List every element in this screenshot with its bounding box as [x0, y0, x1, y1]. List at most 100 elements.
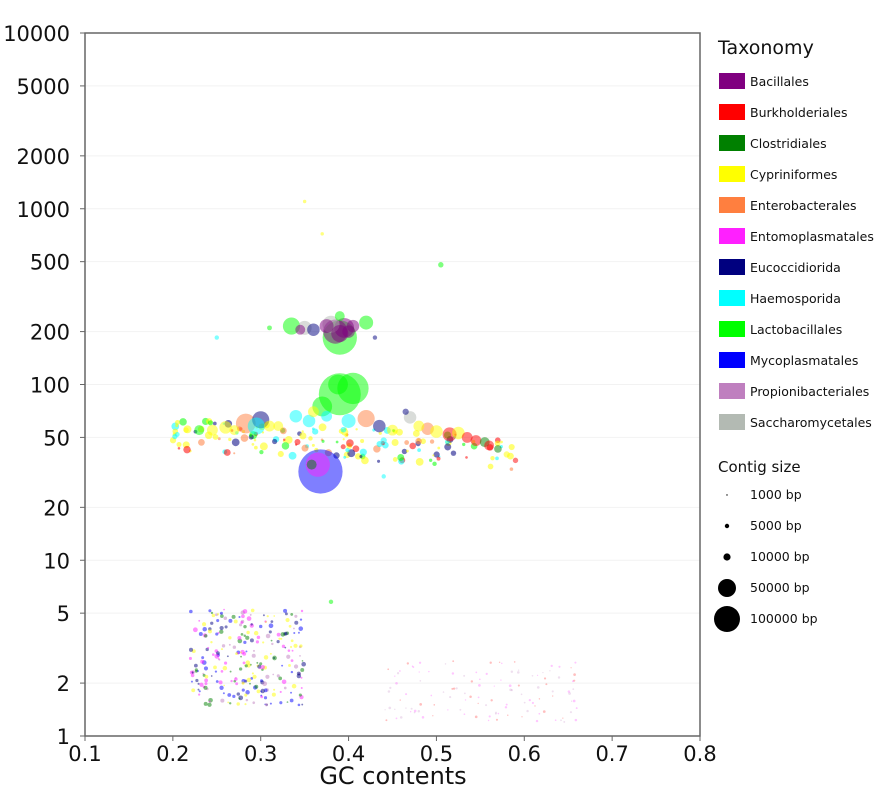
- speck: [494, 711, 497, 714]
- speck: [359, 448, 367, 456]
- speck: [222, 665, 228, 671]
- data-point: [194, 425, 205, 436]
- speck: [308, 436, 313, 441]
- speck: [279, 701, 283, 705]
- speck: [277, 450, 284, 458]
- speck: [570, 667, 572, 669]
- speck: [508, 443, 515, 451]
- speck: [223, 608, 225, 611]
- speck: [459, 708, 462, 711]
- speck: [253, 630, 259, 636]
- speck: [432, 715, 434, 717]
- speck: [256, 661, 259, 664]
- speck: [500, 679, 502, 681]
- speck: [254, 684, 259, 689]
- speck: [510, 689, 513, 692]
- speck: [293, 631, 296, 635]
- speck: [285, 617, 290, 623]
- speck: [249, 682, 251, 685]
- speck: [297, 631, 300, 634]
- speck: [271, 642, 274, 646]
- x-tick-label: 0.5: [420, 742, 453, 766]
- y-tick-label: 50: [43, 426, 70, 450]
- speck: [243, 634, 246, 637]
- speck: [432, 461, 437, 467]
- speck: [189, 609, 193, 614]
- speck: [245, 650, 248, 653]
- speck: [255, 640, 259, 644]
- speck: [179, 418, 187, 426]
- speck: [288, 624, 292, 628]
- speck: [291, 683, 297, 689]
- speck: [253, 445, 258, 450]
- speck: [235, 652, 238, 656]
- speck: [428, 670, 430, 673]
- speck: [404, 440, 410, 445]
- speck: [497, 712, 500, 715]
- speck: [300, 667, 305, 672]
- speck: [493, 685, 495, 687]
- data-point: [452, 426, 465, 440]
- speck: [293, 627, 295, 630]
- speck: [243, 640, 247, 644]
- speck: [249, 613, 252, 616]
- legend-swatch: [719, 228, 745, 244]
- speck: [464, 699, 467, 701]
- speck: [551, 695, 554, 697]
- data-point: [503, 451, 510, 458]
- speck: [281, 644, 286, 648]
- speck: [293, 664, 299, 669]
- legend-swatch: [719, 414, 745, 430]
- y-tick-label: 200: [30, 321, 70, 345]
- speck: [442, 691, 445, 693]
- speck: [352, 445, 360, 453]
- speck: [528, 699, 531, 702]
- speck: [215, 613, 218, 617]
- speck: [542, 710, 546, 713]
- speck: [264, 703, 268, 707]
- speck: [240, 434, 249, 442]
- speck: [477, 702, 479, 705]
- speck: [536, 686, 540, 689]
- speck: [500, 440, 503, 444]
- data-point: [461, 431, 473, 443]
- data-point: [215, 632, 219, 636]
- legend-label: Eucoccidiorida: [750, 260, 841, 275]
- data-point: [229, 425, 240, 436]
- data-point: [372, 335, 378, 340]
- speck: [490, 455, 495, 461]
- legend-label: Bacillales: [750, 74, 809, 89]
- legend-label: Burkholderiales: [750, 105, 848, 120]
- speck: [517, 684, 520, 687]
- y-tick-label: 10000: [3, 22, 70, 46]
- speck: [545, 683, 548, 686]
- speck: [188, 647, 194, 652]
- speck: [485, 704, 488, 707]
- data-point: [249, 638, 254, 643]
- speck: [210, 611, 214, 615]
- speck: [281, 679, 287, 685]
- data-point: [273, 421, 284, 432]
- speck: [290, 612, 294, 616]
- speck: [392, 457, 398, 462]
- speck: [241, 614, 245, 619]
- data-point: [373, 419, 386, 433]
- speck: [272, 438, 278, 445]
- y-tick-label: 2: [57, 672, 70, 696]
- x-tick-label: 0.1: [68, 742, 101, 766]
- speck: [238, 667, 243, 671]
- speck: [433, 704, 436, 706]
- speck: [450, 450, 457, 456]
- speck: [190, 680, 193, 683]
- speck: [193, 663, 198, 668]
- speck: [415, 458, 424, 466]
- speck: [207, 646, 210, 649]
- speck: [240, 655, 242, 658]
- speck: [487, 463, 494, 470]
- speck: [177, 446, 181, 450]
- speck: [437, 446, 441, 450]
- y-tick-label: 20: [43, 496, 70, 520]
- speck: [190, 673, 195, 678]
- speck: [419, 680, 422, 682]
